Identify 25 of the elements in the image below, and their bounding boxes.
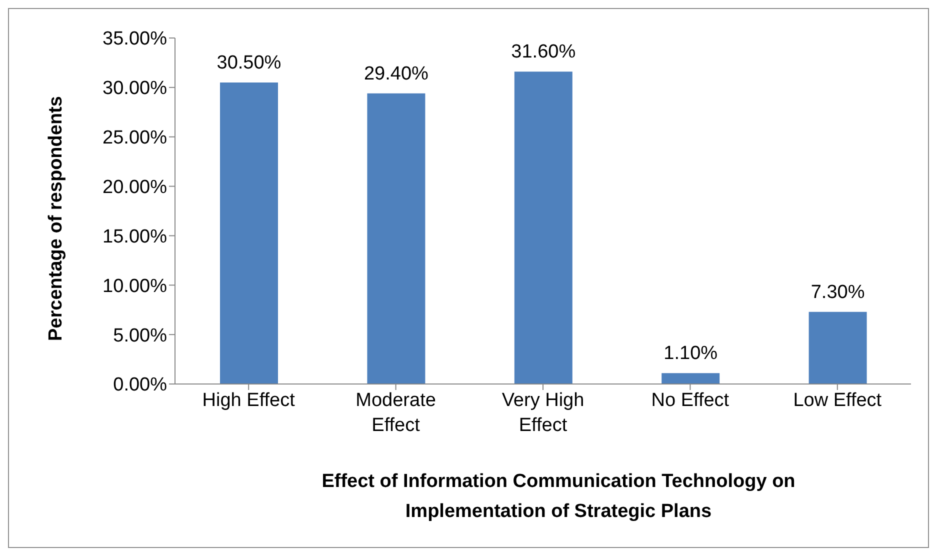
x-tick-label: Low Effect — [793, 390, 882, 411]
data-label: 1.10% — [664, 343, 718, 364]
y-tick-label: 10.00% — [102, 276, 168, 297]
bar — [808, 312, 867, 384]
x-tick-label: High Effect — [202, 390, 296, 411]
data-label: 31.60% — [511, 42, 576, 63]
bar — [662, 373, 720, 384]
y-axis-title: Percentage of respondents — [46, 96, 67, 341]
bar — [514, 72, 572, 384]
data-label: 29.40% — [364, 63, 429, 84]
x-axis-title: Effect of Information Communication Technology on Implementation of Strategic Plans — [320, 470, 796, 524]
bar — [367, 93, 426, 384]
x-tick-label: Moderate Effect — [356, 390, 436, 436]
bar — [220, 82, 278, 384]
data-label: 7.30% — [810, 282, 865, 303]
y-tick-label: 5.00% — [113, 325, 168, 346]
y-tick-label: 0.00% — [113, 374, 168, 396]
y-tick-label: 35.00% — [102, 28, 168, 50]
data-label: 30.50% — [216, 52, 282, 74]
y-tick-label: 20.00% — [102, 177, 168, 198]
x-tick-label: No Effect — [651, 390, 730, 411]
y-tick-label: 25.00% — [102, 128, 168, 149]
y-tick-label: 15.00% — [102, 226, 168, 248]
x-tick-label: Very High Effect — [502, 390, 584, 436]
y-tick-label: 30.00% — [102, 78, 168, 100]
